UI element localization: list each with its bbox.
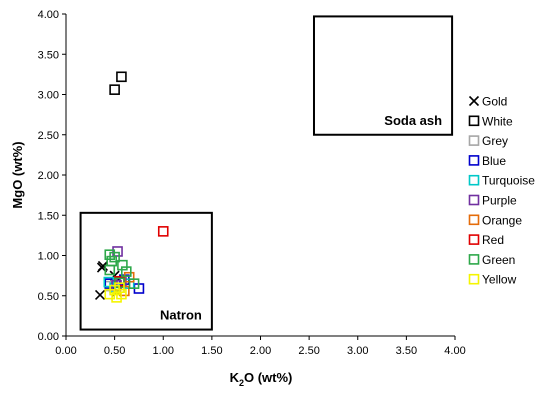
legend-marker — [468, 214, 480, 226]
y-tick-label: 0.00 — [38, 331, 59, 343]
legend-marker — [468, 273, 480, 285]
legend-item-yellow: Yellow — [468, 273, 517, 287]
legend-item-blue: Blue — [468, 154, 506, 168]
legend-marker — [468, 194, 480, 206]
data-point-green — [128, 278, 140, 289]
data-points — [94, 71, 169, 303]
legend-marker — [468, 155, 480, 166]
legend-label: Orange — [482, 213, 522, 227]
legend-label: Green — [482, 253, 515, 267]
y-axis-label: MgO (wt%) — [10, 141, 25, 208]
data-point-white — [116, 71, 127, 83]
y-tick-label: 2.00 — [38, 170, 59, 182]
legend-label: White — [482, 114, 513, 128]
legend-item-green: Green — [468, 253, 515, 267]
marker-stroke — [94, 289, 106, 301]
legend-label: Purple — [482, 194, 517, 208]
data-point-yellow — [114, 282, 125, 294]
data-point-red — [157, 226, 169, 237]
legend-item-turquoise: Turquoise — [468, 174, 535, 188]
y-tick-label: 3.50 — [38, 49, 59, 61]
region-box — [312, 15, 454, 136]
data-point-purple — [112, 246, 123, 257]
legend-item-orange: Orange — [468, 213, 522, 227]
legend-item-purple: Purple — [468, 194, 517, 208]
data-point-turquoise — [103, 276, 115, 288]
y-tick-label: 3.00 — [38, 90, 59, 102]
legend-label: Turquoise — [482, 174, 535, 188]
x-axis-label-main: K — [230, 370, 240, 385]
x-tick-label: 1.50 — [201, 345, 222, 357]
y-tick-label: 1.50 — [38, 210, 59, 222]
legend-item-white: White — [468, 114, 513, 128]
region-label: Soda ash — [384, 113, 442, 128]
legend: Gold White Grey Blue Turquoise Purple Orange Re… — [468, 95, 535, 287]
x-tick-label: 3.50 — [396, 345, 417, 357]
x-tick-label: 1.00 — [153, 345, 174, 357]
x-tick-label: 2.50 — [298, 345, 319, 357]
x-axis-label: K2O (wt%) — [230, 370, 293, 388]
y-tick-label: 4.00 — [38, 9, 59, 21]
legend-marker — [468, 95, 480, 107]
x-tick-label: 3.00 — [347, 345, 368, 357]
data-point-white — [109, 84, 120, 95]
legend-marker — [468, 135, 480, 146]
x-axis-label-subscript: 2 — [239, 378, 244, 388]
legend-label: Gold — [482, 95, 507, 109]
legend-marker — [468, 115, 480, 127]
data-point-green — [120, 266, 132, 277]
x-tick-label: 4.00 — [444, 345, 465, 357]
region-box — [79, 211, 213, 331]
marker-stroke — [97, 260, 109, 272]
x-axis-label-rest: O (wt%) — [244, 370, 292, 385]
legend-label: Red — [482, 233, 504, 247]
legend-marker — [468, 234, 480, 245]
y-tick-label: 1.00 — [38, 251, 59, 263]
legend-label: Grey — [482, 134, 508, 148]
legend-item-red: Red — [468, 233, 504, 247]
legend-marker — [468, 254, 480, 265]
data-point-green — [104, 264, 116, 276]
axes: 0.00 0.50 1.00 1.50 2.00 2.50 3.00 3.50 4.00 0.00… — [38, 9, 466, 357]
y-tick-label: 0.50 — [38, 291, 59, 303]
legend-label: Blue — [482, 154, 506, 168]
x-tick-label: 0.50 — [104, 345, 125, 357]
x-tick-label: 2.00 — [250, 345, 271, 357]
region-label: Natron — [160, 308, 202, 323]
x-tick-label: 0.00 — [55, 345, 76, 357]
legend-item-gold: Gold — [468, 95, 507, 109]
legend-marker — [468, 174, 480, 186]
data-point-green — [109, 251, 120, 263]
region-boxes: Natron Soda ash — [79, 15, 454, 331]
legend-item-grey: Grey — [468, 134, 508, 148]
y-tick-label: 2.50 — [38, 130, 59, 142]
data-point-gold — [94, 289, 106, 301]
legend-label: Yellow — [482, 273, 517, 287]
